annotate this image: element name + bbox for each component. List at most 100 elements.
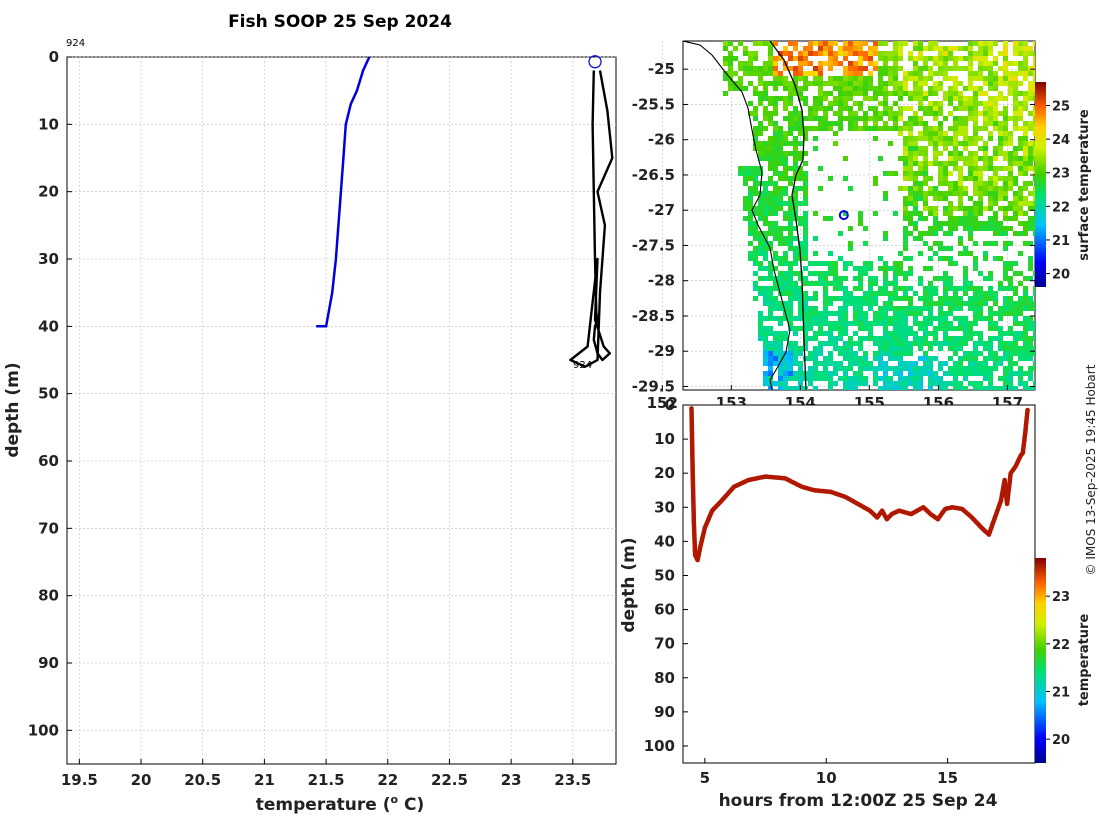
sst-pixel	[783, 136, 788, 141]
sst-pixel	[783, 386, 788, 390]
sst-pixel	[1008, 306, 1013, 311]
sst-pixel	[768, 41, 773, 46]
sst-pixel	[888, 281, 893, 286]
sst-pixel	[838, 231, 843, 236]
sst-pixel	[1013, 116, 1018, 121]
sst-pixel	[963, 66, 968, 71]
sst-pixel	[898, 51, 903, 56]
sst-pixel	[913, 206, 918, 211]
sst-pixel	[758, 316, 763, 321]
sst-pixel	[1028, 71, 1033, 76]
sst-pixel	[928, 136, 933, 141]
sst-pixel	[903, 296, 908, 301]
sst-pixel	[868, 286, 873, 291]
sst-pixel	[953, 151, 958, 156]
sst-pixel	[773, 186, 778, 191]
sst-pixel	[958, 56, 963, 61]
sst-pixel	[1028, 336, 1033, 341]
profile-x-tick-label: 19.5	[61, 771, 98, 789]
sst-pixel	[1018, 271, 1023, 276]
sst-pixel	[933, 141, 938, 146]
sst-pixel	[933, 156, 938, 161]
sst-pixel	[1023, 121, 1028, 126]
sst-pixel	[903, 216, 908, 221]
sst-pixel	[968, 66, 973, 71]
sst-pixel	[763, 266, 768, 271]
sst-pixel	[863, 356, 868, 361]
sst-pixel	[928, 256, 933, 261]
sst-pixel	[953, 221, 958, 226]
sst-pixel	[858, 301, 863, 306]
sst-pixel	[943, 301, 948, 306]
sst-pixel	[758, 331, 763, 336]
sst-pixel	[933, 91, 938, 96]
sst-pixel	[793, 261, 798, 266]
sst-pixel	[828, 356, 833, 361]
sst-pixel	[1008, 356, 1013, 361]
sst-pixel	[763, 181, 768, 186]
sst-pixel	[788, 341, 793, 346]
sst-pixel	[873, 321, 878, 326]
sst-pixel	[798, 156, 803, 161]
sst-pixel	[953, 131, 958, 136]
sst-pixel	[743, 206, 748, 211]
sst-pixel	[1023, 136, 1028, 141]
sst-pixel	[963, 226, 968, 231]
sst-pixel	[993, 211, 998, 216]
sst-pixel	[1018, 111, 1023, 116]
sst-pixel	[793, 291, 798, 296]
sst-pixel	[808, 351, 813, 356]
sst-pixel	[893, 261, 898, 266]
sst-pixel	[778, 206, 783, 211]
sst-pixel	[778, 56, 783, 61]
sst-pixel	[863, 111, 868, 116]
sst-pixel	[828, 301, 833, 306]
sst-pixel	[863, 51, 868, 56]
sst-pixel	[878, 111, 883, 116]
sst-pixel	[893, 331, 898, 336]
sst-pixel	[868, 116, 873, 121]
sst-pixel	[788, 116, 793, 121]
sst-pixel	[888, 171, 893, 176]
sst-pixel	[988, 176, 993, 181]
profile-plot-area	[66, 56, 617, 765]
sst-pixel	[913, 236, 918, 241]
sst-pixel	[888, 141, 893, 146]
sst-pixel	[803, 256, 808, 261]
sst-pixel	[838, 96, 843, 101]
sst-pixel	[973, 131, 978, 136]
sst-pixel	[753, 126, 758, 131]
sst-pixel	[908, 126, 913, 131]
sst-pixel	[748, 166, 753, 171]
sst-pixel	[968, 236, 973, 241]
sst-pixel	[763, 201, 768, 206]
sst-pixel	[1003, 351, 1008, 356]
sst-pixel	[988, 326, 993, 331]
sst-pixel	[818, 261, 823, 266]
sst-pixel	[838, 121, 843, 126]
sst-pixel	[778, 171, 783, 176]
sst-pixel	[878, 291, 883, 296]
sst-pixel	[943, 286, 948, 291]
sst-pixel	[963, 141, 968, 146]
sst-pixel	[883, 191, 888, 196]
sst-pixel	[908, 136, 913, 141]
sst-pixel	[788, 301, 793, 306]
sst-pixel	[943, 341, 948, 346]
sst-pixel	[953, 61, 958, 66]
sst-pixel	[813, 41, 818, 46]
map-y-tick-label: -26.5	[632, 166, 675, 184]
sst-pixel	[863, 261, 868, 266]
sst-pixel	[963, 161, 968, 166]
sst-pixel	[948, 326, 953, 331]
sst-pixel	[853, 296, 858, 301]
sst-pixel	[968, 156, 973, 161]
sst-pixel	[768, 296, 773, 301]
sst-pixel	[948, 56, 953, 61]
sst-pixel	[928, 186, 933, 191]
sst-pixel	[988, 216, 993, 221]
sst-pixel	[843, 346, 848, 351]
sst-pixel	[773, 96, 778, 101]
sst-pixel	[983, 341, 988, 346]
sst-pixel	[818, 76, 823, 81]
